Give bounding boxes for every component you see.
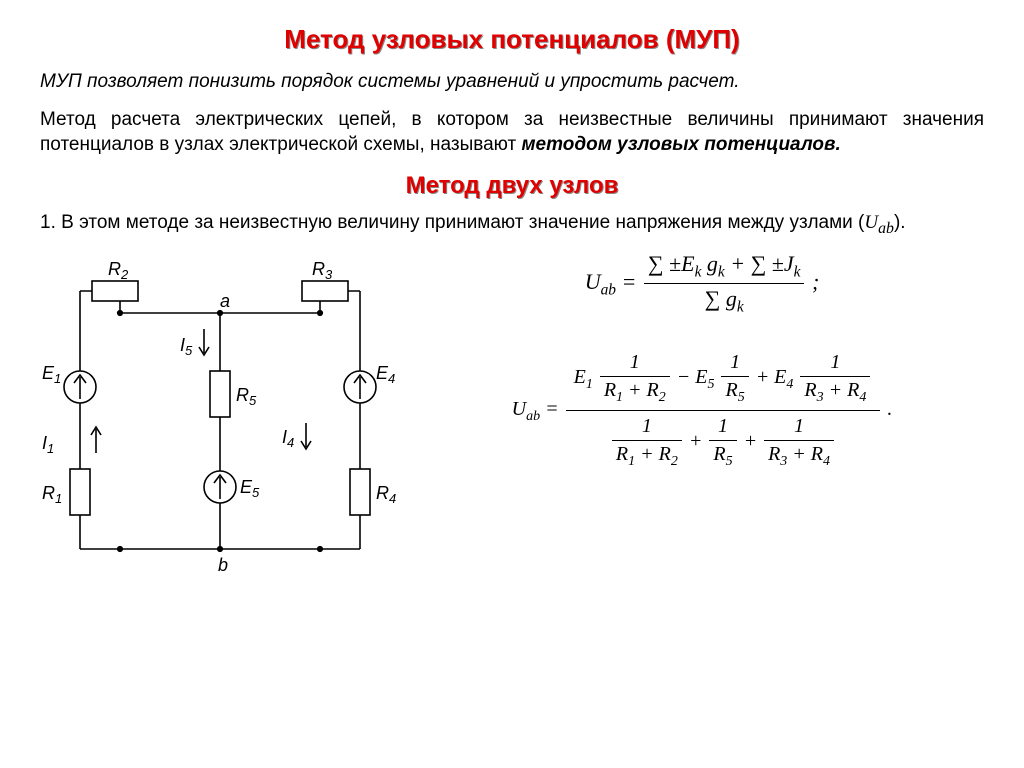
circuit-diagram: R2 a R3 E1 E4 I5 R5 I1 I4 R1 R4 E5 b: [40, 251, 400, 586]
formula-general: Uab = ∑ ±Ek gk + ∑ ±Jk∑ gk ;: [420, 251, 984, 317]
point-prefix: 1. В этом методе за неизвестную величину…: [40, 212, 864, 233]
point-suffix: ).: [894, 212, 906, 233]
svg-text:R1: R1: [42, 483, 62, 506]
point-var-sub: ab: [878, 220, 894, 237]
svg-text:b: b: [218, 555, 228, 575]
main-title: Метод узловых потенциалов (МУП): [40, 24, 984, 55]
definition-prefix: Метод расчета электрических цепей, в кот…: [40, 109, 984, 156]
svg-text:R2: R2: [108, 259, 129, 282]
svg-text:R5: R5: [236, 385, 257, 408]
svg-text:E4: E4: [376, 363, 395, 386]
svg-text:a: a: [220, 291, 230, 311]
svg-text:R4: R4: [376, 483, 396, 506]
point-var: U: [864, 212, 878, 233]
svg-text:I1: I1: [42, 433, 54, 456]
definition-paragraph: Метод расчета электрических цепей, в кот…: [40, 107, 984, 158]
svg-text:E5: E5: [240, 477, 260, 500]
svg-text:I4: I4: [282, 427, 294, 450]
sub-title: Метод двух узлов: [40, 172, 984, 200]
point-paragraph: 1. В этом методе за неизвестную величину…: [40, 210, 984, 239]
svg-text:I5: I5: [180, 335, 193, 358]
svg-text:E1: E1: [42, 363, 61, 386]
intro-paragraph: МУП позволяет понизить порядок системы у…: [40, 69, 984, 95]
definition-term: методом узловых потенциалов.: [522, 134, 841, 155]
svg-text:R3: R3: [312, 259, 333, 282]
formula-specific: Uab = E1 1R1 + R2 − E5 1R5 + E4 1R3 + R4…: [420, 347, 984, 474]
